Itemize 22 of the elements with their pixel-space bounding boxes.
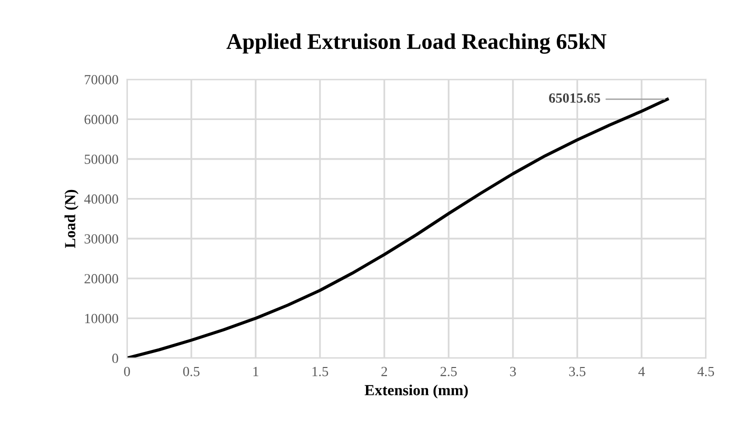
y-axis-title: Load (N) (64, 190, 78, 248)
x-tick-label: 4 (638, 366, 645, 376)
y-tick-label: 20000 (84, 274, 118, 284)
y-tick-label: 30000 (84, 234, 118, 244)
x-tick-label: 1.5 (312, 366, 328, 376)
x-tick-label: 4.5 (698, 366, 714, 376)
x-tick-label: 3.5 (569, 366, 586, 376)
y-tick-label: 70000 (84, 74, 118, 84)
y-tick-label: 10000 (85, 314, 118, 324)
y-tick-label: 50000 (84, 154, 118, 164)
chart-title: Applied Extruison Load Reaching 65kN (226, 33, 606, 54)
x-tick-label: 2 (381, 366, 388, 376)
x-tick-label: 3 (510, 366, 516, 376)
x-tick-label: 2.5 (440, 366, 457, 376)
y-tick-label: 60000 (84, 114, 118, 124)
annotation: 65015.65 (549, 93, 600, 103)
x-axis-title: Extension (mm) (364, 384, 468, 398)
y-tick-label: 0 (112, 354, 118, 364)
y-tick-label: 40000 (84, 194, 118, 204)
x-tick-label: 0 (124, 366, 130, 376)
x-tick-label: 0.5 (183, 366, 200, 376)
x-tick-label: 1 (253, 366, 258, 376)
